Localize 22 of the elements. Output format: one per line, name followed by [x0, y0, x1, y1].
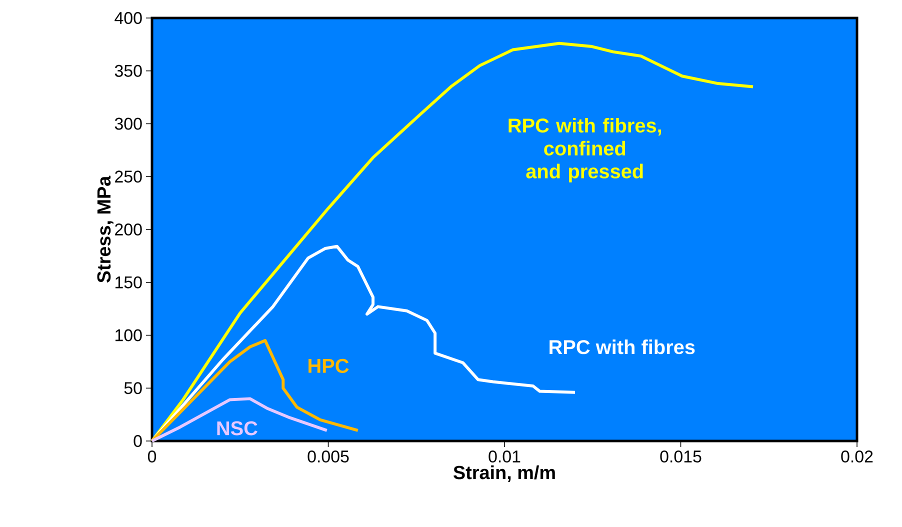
y-tick-label: 300 [114, 118, 142, 130]
series-label: HPC [308, 358, 349, 373]
y-tick-label: 350 [114, 64, 142, 77]
x-tick-label: 0.015 [660, 450, 702, 463]
x-tick-label: 0 [148, 450, 156, 463]
x-tick-label: 0.02 [841, 450, 873, 463]
line-series [150, 397, 328, 442]
y-tick-label: 200 [115, 223, 142, 236]
y-tick-label: 150 [116, 276, 142, 288]
y-axis-title: Stress, MPa [97, 176, 114, 283]
series-label: RPC with fibres [550, 340, 695, 354]
y-tick-label: 0 [134, 434, 142, 447]
x-axis-title: Strain, m/m [454, 465, 555, 482]
y-tick-label: 400 [114, 12, 142, 24]
y-tick-label: 250 [115, 170, 142, 183]
series-label: NSC [217, 421, 258, 436]
y-tick-label: 100 [116, 329, 142, 342]
y-tick-label: 50 [124, 382, 142, 394]
x-tick-label: 0.005 [308, 450, 349, 463]
text: RPC with fibres, confined and pressed [508, 118, 662, 182]
x-tick-label: 0.01 [488, 450, 520, 463]
line-series [150, 339, 360, 442]
